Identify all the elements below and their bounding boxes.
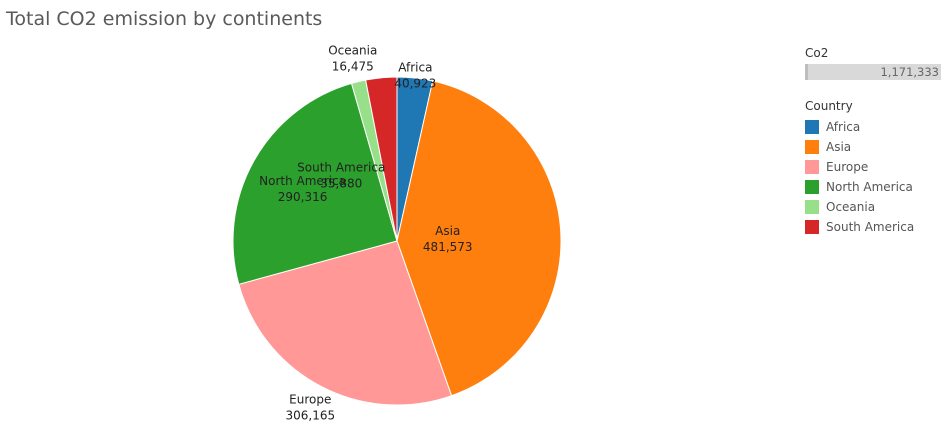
legend: Co2 1,171,333 Country Africa Asia Europe No… — [805, 46, 946, 237]
legend-item-oceania[interactable]: Oceania — [805, 197, 946, 217]
pie-slice-europe[interactable] — [238, 240, 453, 406]
legend-item-north-america[interactable]: North America — [805, 177, 946, 197]
slice-value-north-america: 290,316 — [278, 190, 328, 204]
legend-items: Africa Asia Europe North America Oceania Sout… — [805, 117, 946, 237]
slice-label-asia: Asia — [435, 224, 460, 238]
legend-swatch — [805, 120, 819, 134]
legend-label: Africa — [826, 120, 861, 134]
legend-swatch — [805, 160, 819, 174]
pie-labels: Africa 40,923 Asia 481,573 Europe 306,165 Nort… — [259, 44, 472, 423]
color-legend-title: Country — [805, 99, 853, 113]
slice-value-africa: 40,923 — [394, 77, 436, 91]
legend-label: Oceania — [826, 200, 876, 214]
slice-label-south-america: South America — [297, 160, 385, 174]
slice-value-south-america: 35,880 — [320, 176, 362, 190]
size-range-value: 1,171,333 — [880, 65, 939, 79]
chart-title: Total CO2 emission by continents — [6, 8, 323, 30]
legend-item-asia[interactable]: Asia — [805, 137, 946, 157]
legend-item-africa[interactable]: Africa — [805, 117, 946, 137]
size-legend-title: Co2 — [805, 46, 829, 60]
legend-swatch — [805, 140, 819, 154]
size-range-bar: 1,171,333 — [805, 64, 941, 80]
legend-item-europe[interactable]: Europe — [805, 157, 946, 177]
slice-value-europe: 306,165 — [285, 409, 335, 423]
slice-label-north-america: North America — [259, 174, 346, 188]
pie-slice-asia[interactable] — [396, 80, 562, 397]
slice-value-asia: 481,573 — [423, 240, 473, 254]
slice-label-oceania: Oceania — [328, 44, 377, 58]
legend-label: Asia — [826, 140, 852, 154]
pie-slice-south-america[interactable] — [365, 76, 398, 242]
pie-slice-north-america[interactable] — [232, 82, 398, 285]
slice-label-europe: Europe — [289, 393, 331, 407]
slice-label-africa: Africa — [398, 61, 432, 75]
legend-label: Europe — [826, 160, 869, 174]
legend-label: North America — [826, 180, 913, 194]
pie-slices — [232, 76, 562, 406]
slice-value-oceania: 16,475 — [332, 60, 374, 74]
legend-swatch — [805, 180, 819, 194]
legend-swatch — [805, 220, 819, 234]
legend-label: South America — [826, 220, 915, 234]
legend-swatch — [805, 200, 819, 214]
legend-item-south-america[interactable]: South America — [805, 217, 946, 237]
